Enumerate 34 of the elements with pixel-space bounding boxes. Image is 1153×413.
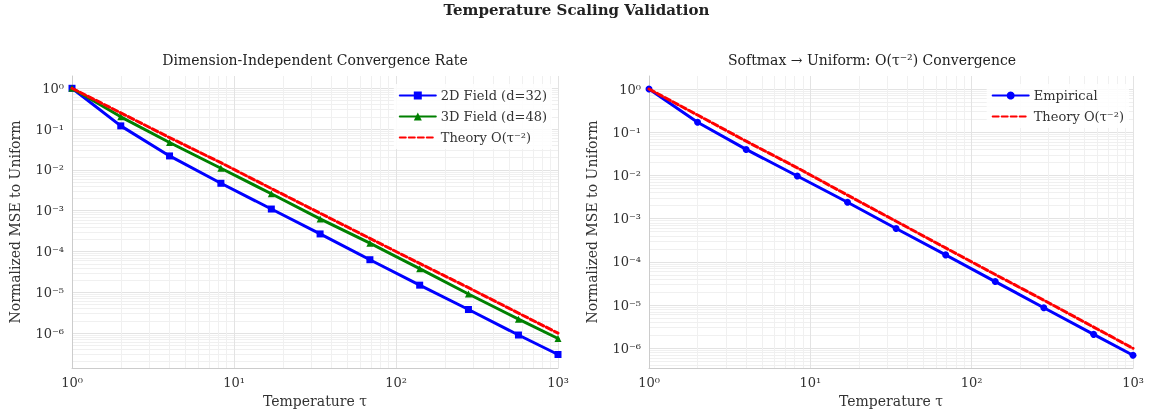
legend-label: Theory O(τ⁻²) <box>1033 109 1125 124</box>
y-tick-label: 10⁰ <box>619 81 641 97</box>
x-tick-label: 10¹ <box>223 375 245 390</box>
chart-title: Softmax → Uniform: O(τ⁻²) Convergence <box>727 52 1017 68</box>
x-tick-label: 10⁰ <box>61 375 83 390</box>
x-tick-label: 10³ <box>547 375 569 390</box>
y-tick-label: 10⁻¹ <box>612 124 641 140</box>
x-tick-label: 10¹ <box>799 375 822 390</box>
legend-label: Theory O(τ⁻²) <box>440 130 532 145</box>
x-axis-title: Temperature τ <box>263 393 368 409</box>
y-tick-label: 10⁻⁵ <box>35 284 64 300</box>
y-tick-label: 10⁻⁵ <box>612 297 641 313</box>
legend-label: Empirical <box>1033 88 1098 103</box>
y-axis-title: Normalized MSE to Uniform <box>7 120 23 324</box>
y-tick-label: 10⁰ <box>42 80 64 96</box>
chart-title: Dimension-Independent Convergence Rate <box>162 52 468 68</box>
y-tick-label: 10⁻⁴ <box>612 254 641 270</box>
y-tick-label: 10⁻⁶ <box>612 340 641 356</box>
text: Temperature Scaling Validation <box>442 0 711 20</box>
y-tick-label: 10⁻¹ <box>35 121 64 137</box>
y-axis-title: Normalized MSE to Uniform <box>584 120 600 324</box>
y-tick-label: 10⁻⁴ <box>35 244 64 260</box>
x-tick-label: 10² <box>385 375 407 390</box>
y-tick-label: 10⁻³ <box>35 203 64 219</box>
y-tick-label: 10⁻² <box>612 167 641 183</box>
legend-label: 2D Field (d=32) <box>440 88 548 103</box>
y-tick-label: 10⁻² <box>35 162 64 178</box>
x-axis-title: Temperature τ <box>839 393 944 409</box>
y-tick-label: 10⁻³ <box>612 211 641 227</box>
x-tick-label: 10² <box>960 375 983 390</box>
x-tick-label: 10³ <box>1122 375 1144 390</box>
y-tick-label: 10⁻⁶ <box>35 325 64 341</box>
legend-label: 3D Field (d=48) <box>440 109 548 124</box>
x-tick-label: 10⁰ <box>638 375 660 390</box>
